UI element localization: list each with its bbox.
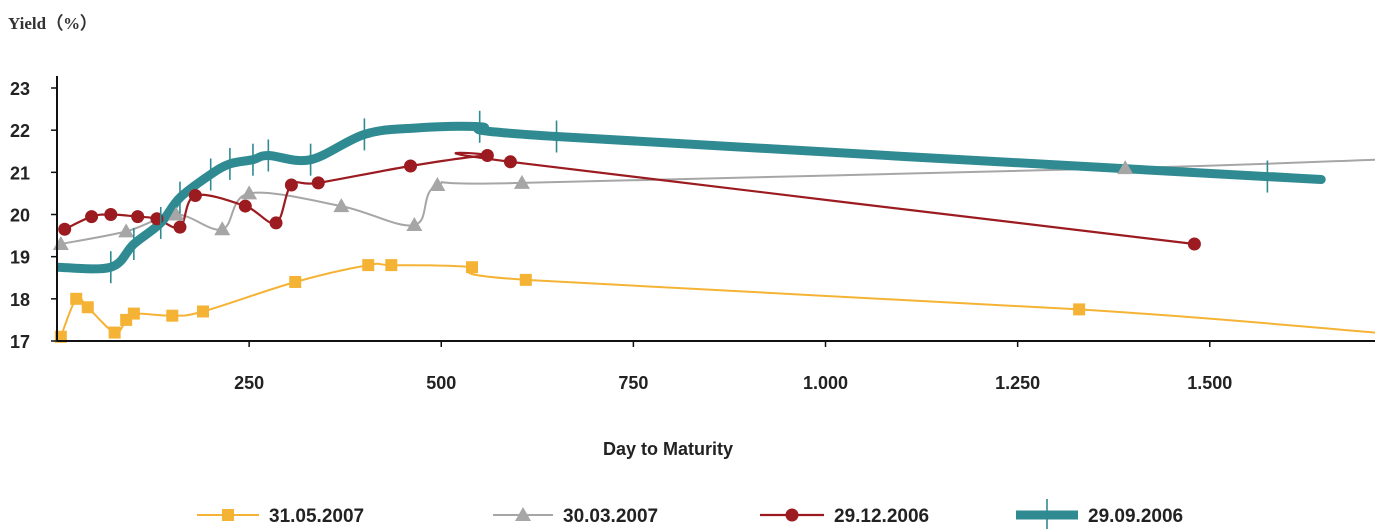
legend-marker-3 bbox=[785, 508, 799, 522]
x-tick-label: 500 bbox=[426, 373, 456, 393]
series-1-point-1 bbox=[54, 330, 67, 343]
series-3-point-8 bbox=[238, 199, 252, 213]
series-2-point-4 bbox=[214, 221, 231, 236]
series-line-1 bbox=[59, 262, 1376, 338]
series-3-point-15 bbox=[1187, 237, 1201, 251]
y-tick-label: 22 bbox=[10, 121, 30, 141]
legend-label-1: 31.05.2007 bbox=[269, 506, 364, 527]
series-1-point-13 bbox=[519, 273, 532, 286]
series-markers bbox=[52, 110, 1269, 343]
series-1-point-9 bbox=[289, 275, 302, 288]
legend-marker-2 bbox=[515, 507, 531, 521]
series-1-point-6 bbox=[127, 307, 140, 320]
series-2-point-8 bbox=[429, 176, 446, 191]
series-3-point-10 bbox=[284, 178, 298, 192]
series-2-point-6 bbox=[333, 198, 350, 213]
series-2-point-2 bbox=[118, 223, 135, 238]
series-1-point-7 bbox=[166, 309, 179, 322]
series-1-point-11 bbox=[385, 259, 398, 272]
series-3-point-14 bbox=[503, 155, 517, 169]
legend-marker-1 bbox=[222, 509, 234, 521]
series-3-point-9 bbox=[269, 216, 283, 230]
legend-label-4: 29.09.2006 bbox=[1088, 506, 1183, 527]
series-1-point-3 bbox=[81, 301, 94, 314]
series-1-point-2 bbox=[70, 292, 83, 305]
legend: 31.05.2007 30.03.2007 29.12.2006 29.09.2006 bbox=[197, 499, 1183, 529]
y-tick-label: 17 bbox=[10, 332, 30, 352]
series-3-point-1 bbox=[58, 222, 72, 236]
x-tick-label: 1.000 bbox=[803, 373, 848, 393]
series-3-point-7 bbox=[188, 189, 202, 203]
y-axis-title: Yield（%） bbox=[8, 13, 97, 33]
legend-label-3: 29.12.2006 bbox=[834, 506, 929, 527]
series-1-point-4 bbox=[108, 326, 121, 339]
series-1-point-8 bbox=[197, 305, 210, 318]
series-3-point-4 bbox=[131, 210, 145, 224]
series-3-point-3 bbox=[104, 208, 118, 221]
y-tick-label: 20 bbox=[10, 206, 30, 226]
x-tick-label: 1.500 bbox=[1187, 373, 1232, 393]
series-3-point-11 bbox=[311, 176, 325, 190]
y-tick-label: 21 bbox=[10, 163, 30, 183]
series-1-point-10 bbox=[362, 259, 375, 272]
x-tick-label: 750 bbox=[618, 373, 648, 393]
x-tick-label: 1.250 bbox=[995, 373, 1040, 393]
series-2-point-3 bbox=[168, 206, 185, 221]
series-3-point-6 bbox=[173, 220, 187, 234]
y-tick-label: 19 bbox=[10, 248, 30, 268]
series-3-point-12 bbox=[404, 159, 418, 173]
x-tick-label: 250 bbox=[234, 373, 264, 393]
series-2-point-9 bbox=[513, 174, 530, 189]
axes: 17 18 19 20 21 22 23 250 500 750 1.000 1.250 1.500 bbox=[10, 76, 1375, 393]
series-3-point-2 bbox=[85, 210, 99, 224]
series-2-point-10 bbox=[1117, 160, 1134, 175]
series-2-point-5 bbox=[241, 185, 258, 200]
legend-label-2: 30.03.2007 bbox=[563, 506, 658, 527]
series-lines bbox=[56, 121, 1376, 338]
series-3-point-13 bbox=[480, 148, 494, 162]
y-tick-label: 23 bbox=[10, 79, 30, 99]
y-tick-label: 18 bbox=[10, 290, 30, 310]
series-2-point-7 bbox=[406, 217, 423, 232]
x-axis-title: Day to Maturity bbox=[603, 439, 733, 459]
series-1-point-14 bbox=[1073, 303, 1086, 316]
series-1-point-12 bbox=[465, 261, 478, 274]
